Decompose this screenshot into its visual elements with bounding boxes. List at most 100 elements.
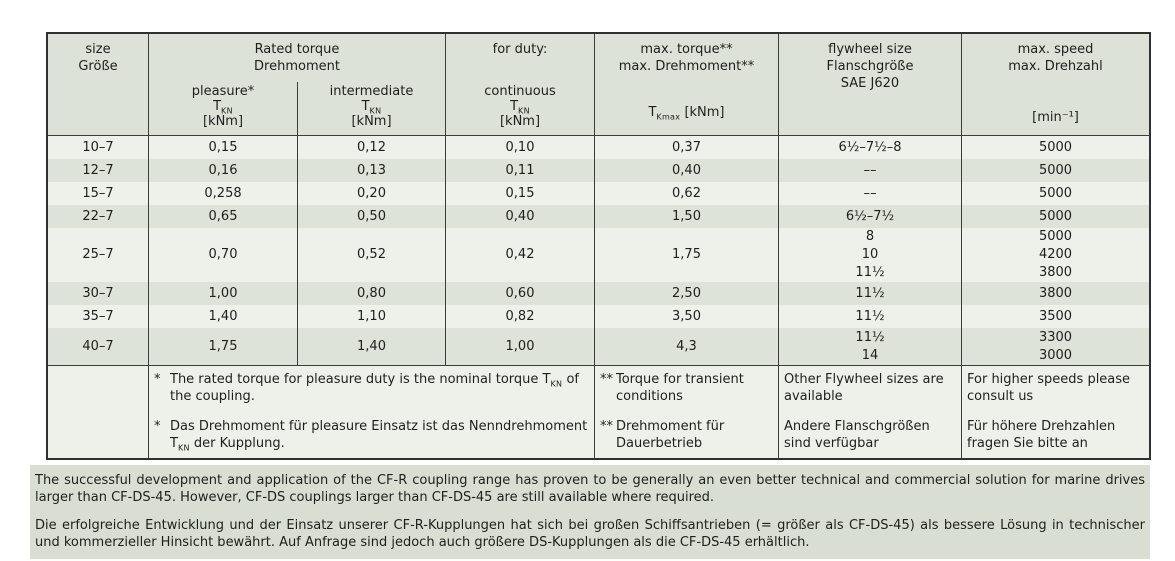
cell-size: 15–7	[82, 185, 114, 201]
cell-flywheel: 6½–7½–8	[778, 136, 961, 159]
table-row: 35–7 1,40 1,10 0,82 3,50 11½ 3500	[48, 305, 1149, 328]
coupling-data-table: size Größe Rated torque Drehmoment pleas…	[46, 32, 1151, 460]
table-row: 12–7 0,16 0,13 0,11 0,40 –– 5000	[48, 159, 1149, 182]
cell-speed: 5000	[961, 159, 1149, 182]
header-pleasure-label: pleasure*	[191, 84, 255, 99]
header-max-speed: max. speed max. Drehzahl [min⁻¹]	[961, 34, 1149, 135]
table-row: 25–7 0,70 0,52 0,42 1,75 8 10 11½ 5000 4…	[48, 228, 1149, 282]
cell-speed: 5000 4200 3800	[961, 228, 1149, 282]
cell-intermediate: 1,40	[297, 328, 445, 365]
header-rated-en: Rated torque	[254, 42, 340, 57]
cell-size: 40–7	[82, 338, 114, 354]
cell-pleasure: 0,65	[148, 205, 297, 228]
footnote-empty-cell	[48, 366, 148, 458]
table-row: 22–7 0,65 0,50 0,40 1,50 6½–7½ 5000	[48, 205, 1149, 228]
header-size: size Größe	[48, 34, 148, 135]
cell-speed: 3500	[961, 305, 1149, 328]
header-max-torque-en: max. torque**	[640, 42, 733, 57]
cell-size: 22–7	[82, 208, 114, 224]
cell-speed: 5000	[961, 182, 1149, 205]
footnote-rated-de: * Das Drehmoment für pleasure Einsatz ist…	[154, 419, 588, 453]
footnote-max-torque: ** Torque for transient conditions ** Dreh…	[594, 366, 778, 458]
header-pleasure-symbol: TKN	[213, 99, 233, 116]
header-size-en: size	[85, 42, 111, 57]
cell-size: 30–7	[82, 285, 114, 301]
cell-intermediate: 0,50	[297, 205, 445, 228]
cell-flywheel: 8 10 11½	[778, 228, 961, 282]
cell-continuous: 0,42	[445, 228, 594, 282]
table-row: 30–7 1,00 0,80 0,60 2,50 11½ 3800	[48, 282, 1149, 305]
header-size-de: Größe	[78, 59, 118, 74]
header-continuous-label: continuous	[484, 84, 556, 99]
footnote-flywheel: Other Flywheel sizes are available Ander…	[778, 366, 961, 458]
header-intermediate: intermediate TKN [kNm]	[297, 82, 445, 135]
footnote-speed: For higher speeds please consult us Für …	[961, 366, 1149, 458]
cell-pleasure: 1,40	[148, 305, 297, 328]
cell-speed: 3300 3000	[961, 328, 1149, 365]
table-row: 15–7 0,258 0,20 0,15 0,62 –– 5000	[48, 182, 1149, 205]
cell-continuous: 0,15	[445, 182, 594, 205]
cell-flywheel: 11½ 14	[778, 328, 961, 365]
footer-paragraph-en: The successful development and applicati…	[35, 473, 1145, 505]
cell-speed: 3800	[961, 282, 1149, 305]
header-intermediate-symbol: TKN	[361, 99, 382, 116]
header-flywheel-de: Flanschgröße	[826, 59, 914, 74]
header-pleasure-unit: [kNm]	[202, 114, 244, 129]
cell-speed: 5000	[961, 205, 1149, 228]
cell-flywheel: 11½	[778, 305, 961, 328]
double-asterisk-marker: **	[600, 372, 613, 387]
header-intermediate-label: intermediate	[329, 84, 414, 99]
cell-max-torque: 2,50	[594, 282, 778, 305]
cell-intermediate: 0,13	[297, 159, 445, 182]
header-max-speed-unit: [min⁻¹]	[1032, 110, 1079, 125]
header-duty-label: for duty:	[492, 42, 548, 57]
header-max-torque: max. torque** max. Drehmoment** TKmax [k…	[594, 34, 778, 135]
header-max-speed-de: max. Drehzahl	[1008, 59, 1103, 74]
footer-paragraph-de: Die erfolgreiche Entwicklung und der Ein…	[35, 518, 1145, 550]
cell-intermediate: 0,80	[297, 282, 445, 305]
cell-pleasure: 0,15	[148, 136, 297, 159]
header-max-torque-symbol: TKmax [kNm]	[648, 105, 725, 122]
header-flywheel-en: flywheel size	[828, 42, 912, 57]
cell-continuous: 0,11	[445, 159, 594, 182]
header-rated-de: Drehmoment	[254, 59, 340, 74]
footnote-speed-de: Für höhere Drehzahlen fragen Sie bitte a…	[967, 419, 1116, 451]
header-continuous-symbol: TKN	[510, 99, 530, 116]
footer-note: The successful development and applicati…	[30, 465, 1150, 559]
table-row: 10–7 0,15 0,12 0,10 0,37 6½–7½–8 5000	[48, 136, 1149, 159]
header-max-speed-en: max. speed	[1017, 42, 1094, 57]
asterisk-marker: *	[154, 372, 161, 387]
asterisk-marker: *	[154, 419, 161, 434]
footnote-rated-torque: * The rated torque for pleasure duty is t…	[148, 366, 594, 458]
header-intermediate-unit: [kNm]	[351, 114, 392, 129]
cell-continuous: 0,60	[445, 282, 594, 305]
cell-intermediate: 0,52	[297, 228, 445, 282]
cell-max-torque: 0,40	[594, 159, 778, 182]
footnote-max-torque-de: ** Drehmoment für Dauerbetrieb	[600, 419, 725, 451]
header-for-duty: for duty: continuous TKN [kNm]	[445, 34, 594, 135]
footnote-flywheel-de: Andere Flanschgrößen sind verfügbar	[784, 419, 930, 451]
cell-flywheel: 6½–7½	[778, 205, 961, 228]
cell-max-torque: 3,50	[594, 305, 778, 328]
cell-pleasure: 0,16	[148, 159, 297, 182]
table-row: 40–7 1,75 1,40 1,00 4,3 11½ 14 3300 3000	[48, 328, 1149, 365]
cell-continuous: 0,10	[445, 136, 594, 159]
cell-max-torque: 4,3	[594, 328, 778, 365]
cell-max-torque: 1,50	[594, 205, 778, 228]
cell-speed: 5000	[961, 136, 1149, 159]
cell-pleasure: 1,75	[148, 328, 297, 365]
footnote-row: * The rated torque for pleasure duty is t…	[48, 365, 1149, 458]
cell-max-torque: 0,37	[594, 136, 778, 159]
cell-intermediate: 1,10	[297, 305, 445, 328]
cell-continuous: 0,82	[445, 305, 594, 328]
header-max-torque-de: max. Drehmoment**	[618, 59, 755, 74]
header-continuous-unit: [kNm]	[499, 114, 541, 129]
cell-size: 25–7	[82, 247, 114, 262]
footnote-rated-en: * The rated torque for pleasure duty is t…	[154, 372, 579, 404]
cell-intermediate: 0,12	[297, 136, 445, 159]
cell-pleasure: 1,00	[148, 282, 297, 305]
cell-continuous: 0,40	[445, 205, 594, 228]
footnote-max-torque-en: ** Torque for transient conditions	[600, 372, 744, 404]
header-pleasure: pleasure* TKN [kNm]	[148, 82, 297, 135]
